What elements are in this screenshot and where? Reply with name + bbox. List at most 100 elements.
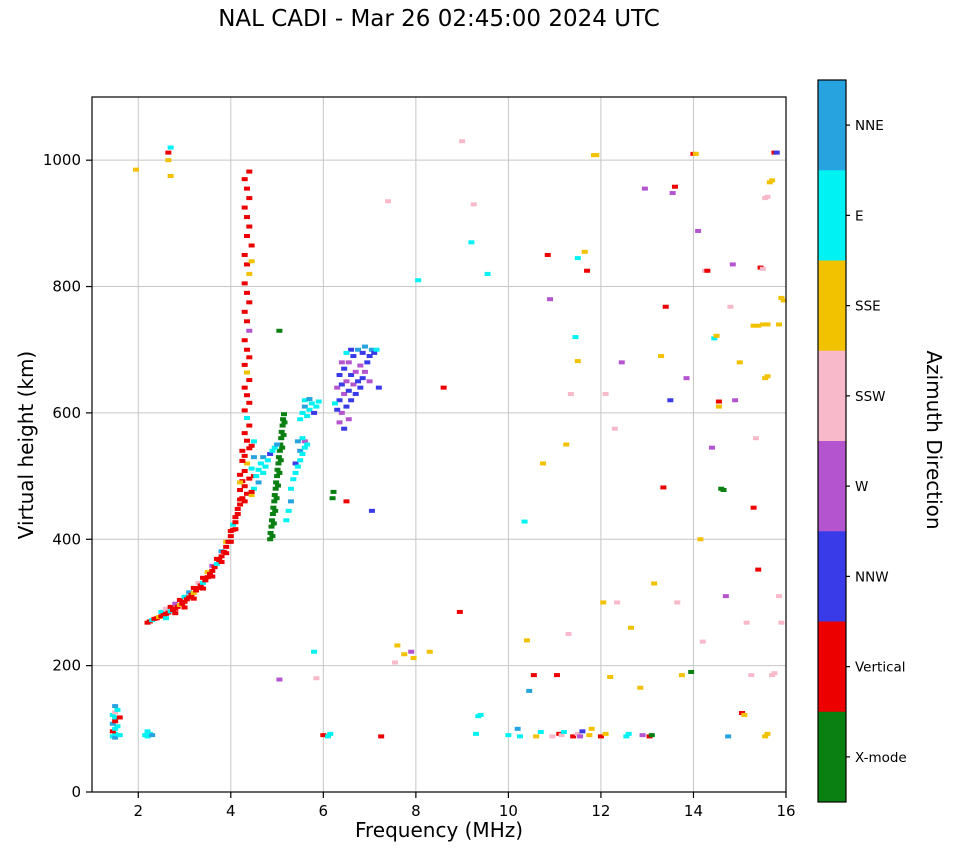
echo-point xyxy=(715,399,722,404)
echo-point xyxy=(274,442,281,447)
echo-point xyxy=(348,373,355,377)
echo-point xyxy=(281,412,288,417)
echo-point xyxy=(711,336,718,341)
echo-point xyxy=(743,620,750,625)
echo-point xyxy=(549,734,556,739)
echo-point xyxy=(243,186,250,191)
echo-point xyxy=(279,445,286,450)
echo-point xyxy=(355,347,362,352)
echo-point xyxy=(248,466,255,471)
echo-point xyxy=(410,656,417,661)
gridlines xyxy=(92,97,787,793)
echo-point xyxy=(269,534,276,539)
echo-point xyxy=(274,483,281,488)
echo-point xyxy=(243,215,250,220)
echo-point xyxy=(338,382,345,387)
echo-point xyxy=(338,410,345,415)
echo-point xyxy=(584,268,591,273)
echo-point xyxy=(336,373,343,377)
echo-point xyxy=(651,581,658,586)
echo-point xyxy=(243,415,250,420)
y-tick-label: 200 xyxy=(52,657,81,675)
echo-point xyxy=(248,493,255,498)
echo-point xyxy=(243,461,250,466)
echo-point xyxy=(241,281,248,286)
echo-point xyxy=(283,518,290,523)
colorbar-category-label: Vertical xyxy=(855,660,906,676)
echo-point xyxy=(112,704,119,709)
echo-point xyxy=(750,505,757,510)
echo-point xyxy=(334,407,341,412)
echo-point xyxy=(267,537,274,542)
echo-point xyxy=(521,519,528,524)
echo-point xyxy=(149,733,156,738)
echo-point xyxy=(294,439,301,444)
colorbar-segment xyxy=(818,170,846,261)
echo-point xyxy=(186,590,193,595)
echo-point xyxy=(586,733,593,738)
echo-point xyxy=(234,506,241,511)
echo-point xyxy=(313,676,320,681)
echo-point xyxy=(264,458,271,463)
echo-point xyxy=(348,398,355,403)
echo-point xyxy=(759,266,766,271)
x-tick-label: 6 xyxy=(319,802,329,820)
echo-point xyxy=(167,173,174,178)
echo-point xyxy=(732,398,739,403)
echo-point xyxy=(311,410,318,415)
echo-point xyxy=(727,304,734,309)
echo-point xyxy=(239,448,246,453)
echo-point xyxy=(715,404,722,409)
echo-point xyxy=(373,347,380,352)
echo-point xyxy=(688,669,695,674)
echo-point xyxy=(526,688,533,693)
echo-point xyxy=(671,184,678,189)
echo-point xyxy=(607,675,614,680)
echo-point xyxy=(271,493,278,498)
echo-point xyxy=(277,458,284,463)
echo-point xyxy=(378,734,385,739)
echo-point xyxy=(359,350,366,355)
echo-point xyxy=(255,467,262,472)
echo-point xyxy=(338,360,345,365)
echo-point xyxy=(243,393,250,398)
echo-point xyxy=(172,601,179,606)
echo-point xyxy=(109,729,116,734)
echo-point xyxy=(361,344,368,349)
echo-point xyxy=(237,502,244,507)
echo-point xyxy=(274,467,281,472)
echo-point xyxy=(329,496,336,501)
echo-point xyxy=(287,486,294,491)
colorbar-segment xyxy=(818,260,846,352)
echo-point xyxy=(301,398,308,403)
echo-point xyxy=(588,726,595,731)
x-axis-label: Frequency (MHz) xyxy=(354,818,524,842)
echo-point xyxy=(375,385,382,390)
echo-point xyxy=(334,385,341,390)
colorbar-segment xyxy=(818,621,846,713)
echo-point xyxy=(241,309,248,314)
echo-point xyxy=(764,322,771,327)
echo-point xyxy=(324,734,331,739)
echo-point xyxy=(241,484,248,489)
y-tick-label: 0 xyxy=(71,783,81,801)
echo-point xyxy=(241,385,248,390)
echo-point xyxy=(345,417,352,422)
echo-point xyxy=(190,596,197,601)
echo-point xyxy=(477,712,484,717)
echo-point xyxy=(764,374,771,379)
echo-point xyxy=(297,417,304,422)
echo-point xyxy=(752,436,759,441)
echo-point xyxy=(565,632,572,637)
echo-point xyxy=(547,297,554,302)
echo-point xyxy=(567,391,574,396)
echo-point xyxy=(540,461,547,466)
echo-point xyxy=(771,671,778,676)
echo-point xyxy=(301,445,308,450)
echo-point xyxy=(533,734,540,739)
echo-point xyxy=(662,304,669,309)
echo-point xyxy=(729,262,736,267)
echo-point xyxy=(200,575,207,580)
echo-point xyxy=(163,606,170,611)
x-tick-label: 8 xyxy=(411,802,421,820)
